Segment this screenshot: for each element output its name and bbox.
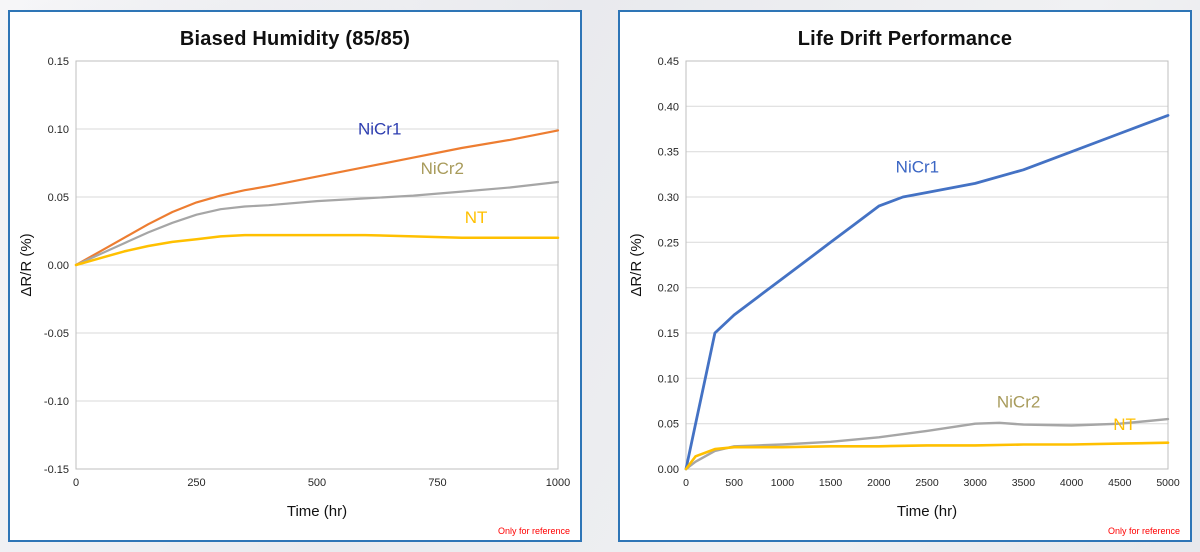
svg-text:500: 500 [725,477,743,489]
svg-text:0.40: 0.40 [658,101,679,113]
svg-text:0.30: 0.30 [658,192,679,204]
svg-text:0.15: 0.15 [658,328,679,340]
svg-text:0.05: 0.05 [658,419,679,431]
svg-text:1000: 1000 [771,477,795,489]
svg-text:2000: 2000 [867,477,891,489]
svg-text:Time (hr): Time (hr) [287,503,347,520]
svg-text:ΔR/R (%): ΔR/R (%) [628,233,645,296]
svg-text:0.45: 0.45 [658,56,679,68]
svg-text:0.20: 0.20 [658,283,679,295]
svg-text:ΔR/R (%): ΔR/R (%) [18,233,35,296]
svg-text:5000: 5000 [1156,477,1180,489]
svg-text:-0.15: -0.15 [44,464,69,476]
svg-text:1000: 1000 [546,477,570,489]
svg-text:NiCr2: NiCr2 [421,159,464,178]
svg-text:NT: NT [1113,415,1136,434]
svg-text:NiCr1: NiCr1 [896,158,939,177]
svg-text:Time (hr): Time (hr) [897,503,957,520]
svg-text:0: 0 [73,477,79,489]
svg-text:3000: 3000 [964,477,988,489]
life-drift-chart: 0.45 0.40 0.35 0.30 0.25 0.20 0.15 0.10 0.05 0.00… [628,56,1180,520]
svg-text:0.15: 0.15 [48,56,69,68]
svg-text:500: 500 [308,477,326,489]
chart-card-life-drift: Life Drift Performance 0.45 0.40 0.35 0.30 0… [618,10,1192,542]
chart-title-biased-humidity: Biased Humidity (85/85) [179,28,411,50]
svg-text:NiCr1: NiCr1 [358,119,401,138]
svg-text:0.10: 0.10 [48,124,69,136]
svg-text:1500: 1500 [819,477,843,489]
svg-text:3500: 3500 [1012,477,1036,489]
svg-text:NT: NT [465,208,488,227]
svg-text:4500: 4500 [1108,477,1132,489]
svg-text:0.10: 0.10 [658,373,679,385]
svg-text:750: 750 [428,477,446,489]
svg-text:2500: 2500 [915,477,939,489]
svg-text:0.00: 0.00 [658,464,679,476]
svg-text:NiCr2: NiCr2 [997,392,1040,411]
svg-text:0.35: 0.35 [658,147,679,159]
svg-text:-0.05: -0.05 [44,328,69,340]
svg-text:0.25: 0.25 [658,237,679,249]
svg-text:0.05: 0.05 [48,192,69,204]
svg-text:-0.10: -0.10 [44,396,69,408]
reference-note: Only for reference [1107,526,1180,536]
svg-text:250: 250 [187,477,205,489]
svg-text:0.00: 0.00 [48,260,69,272]
chart-title-life-drift: Life Drift Performance [797,28,1013,50]
reference-note: Only for reference [497,526,570,536]
chart-card-biased-humidity: Biased Humidity (85/85) 0.15 0.10 0.05 0.00… [8,10,582,542]
svg-text:0: 0 [683,477,689,489]
biased-humidity-chart: 0.15 0.10 0.05 0.00 -0.05 -0.10 -0.15 0 250 500 75… [18,56,570,520]
svg-text:4000: 4000 [1060,477,1084,489]
